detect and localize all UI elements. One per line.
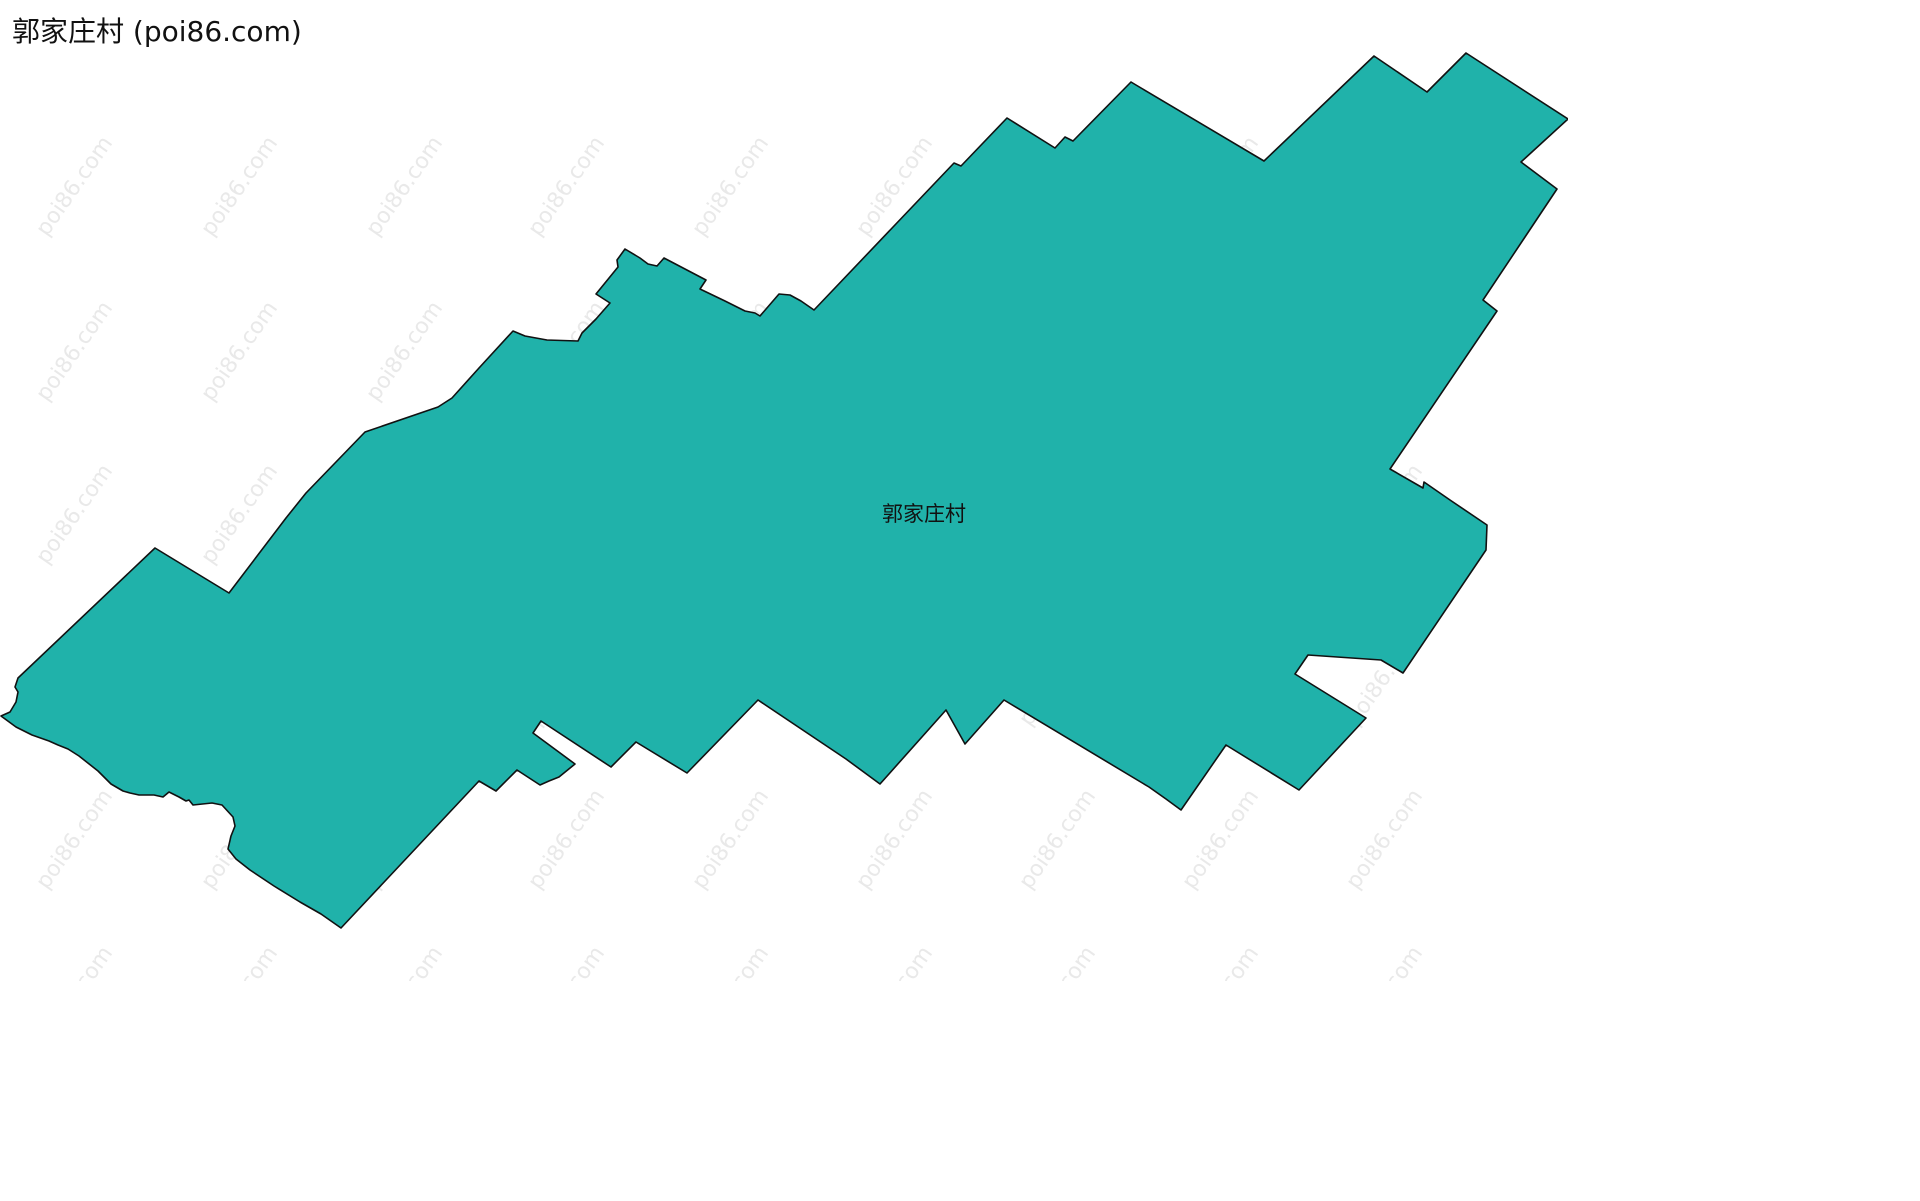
watermark-text: poi86.com <box>851 942 938 981</box>
watermark-text: poi86.com <box>1177 942 1264 981</box>
watermark-text: poi86.com <box>196 297 283 406</box>
watermark-text: poi86.com <box>851 785 938 894</box>
watermark-text: poi86.com <box>687 785 774 894</box>
watermark-text: poi86.com <box>1014 785 1101 894</box>
watermark-text: poi86.com <box>523 942 610 981</box>
watermark-text: poi86.com <box>31 460 118 569</box>
region-label: 郭家庄村 <box>882 502 966 526</box>
watermark-text: poi86.com <box>196 942 283 981</box>
watermark-text: poi86.com <box>1341 785 1428 894</box>
watermark-text: poi86.com <box>361 297 448 406</box>
page-title: 郭家庄村 (poi86.com) <box>12 15 302 48</box>
watermark-text: poi86.com <box>1014 942 1101 981</box>
watermark-text: poi86.com <box>31 297 118 406</box>
village-boundary[interactable] <box>0 52 1568 929</box>
watermark-text: poi86.com <box>31 132 118 241</box>
map-canvas: poi86.com poi86.com poi86.com poi86.com poi8… <box>0 52 1568 981</box>
watermark-text: poi86.com <box>687 132 774 241</box>
watermark-text: poi86.com <box>31 942 118 981</box>
watermark-text: poi86.com <box>31 785 118 894</box>
watermark-text: poi86.com <box>361 132 448 241</box>
watermark-text: poi86.com <box>523 785 610 894</box>
watermark-text: poi86.com <box>523 132 610 241</box>
watermark-text: poi86.com <box>1177 785 1264 894</box>
watermark-text: poi86.com <box>196 132 283 241</box>
watermark-text: poi86.com <box>687 942 774 981</box>
watermark-text: poi86.com <box>1341 942 1428 981</box>
watermark-text: poi86.com <box>361 942 448 981</box>
